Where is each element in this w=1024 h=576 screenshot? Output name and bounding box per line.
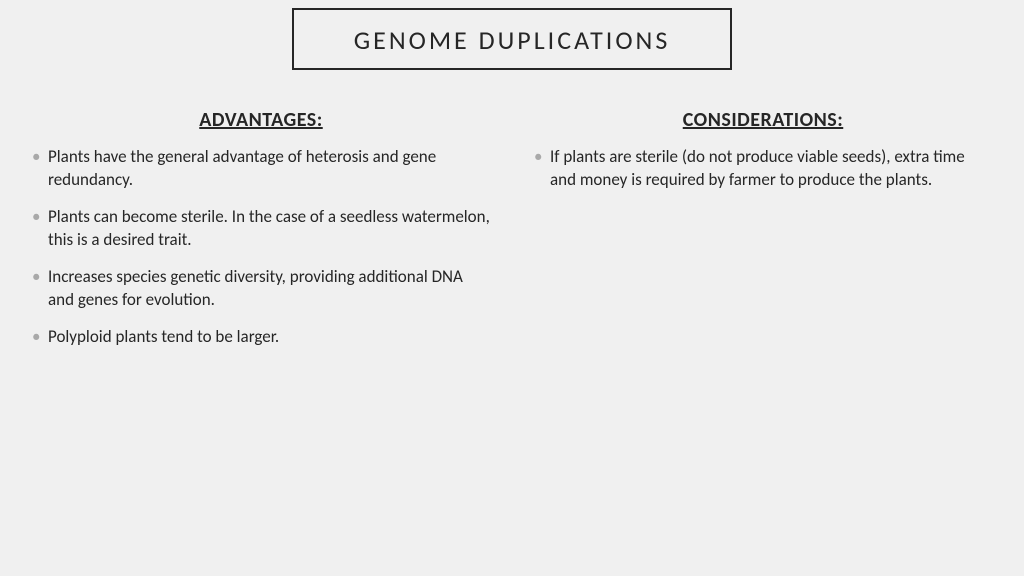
list-item: Increases species genetic diversity, pro…: [48, 266, 492, 312]
slide-title: GENOME DUPLICATIONS: [354, 24, 671, 56]
title-box: GENOME DUPLICATIONS: [292, 8, 733, 70]
advantages-column: ADVANTAGES: Plants have the general adva…: [30, 108, 492, 363]
advantages-heading: ADVANTAGES:: [30, 108, 492, 132]
considerations-column: CONSIDERATIONS: If plants are sterile (d…: [532, 108, 994, 363]
content-columns: ADVANTAGES: Plants have the general adva…: [0, 70, 1024, 363]
list-item: Polyploid plants tend to be larger.: [48, 326, 492, 349]
list-item: Plants have the general advantage of het…: [48, 146, 492, 192]
list-item: Plants can become sterile. In the case o…: [48, 206, 492, 252]
title-container: GENOME DUPLICATIONS: [0, 0, 1024, 70]
list-item: If plants are sterile (do not produce vi…: [550, 146, 994, 192]
considerations-list: If plants are sterile (do not produce vi…: [532, 146, 994, 192]
considerations-heading: CONSIDERATIONS:: [532, 108, 994, 132]
advantages-list: Plants have the general advantage of het…: [30, 146, 492, 349]
